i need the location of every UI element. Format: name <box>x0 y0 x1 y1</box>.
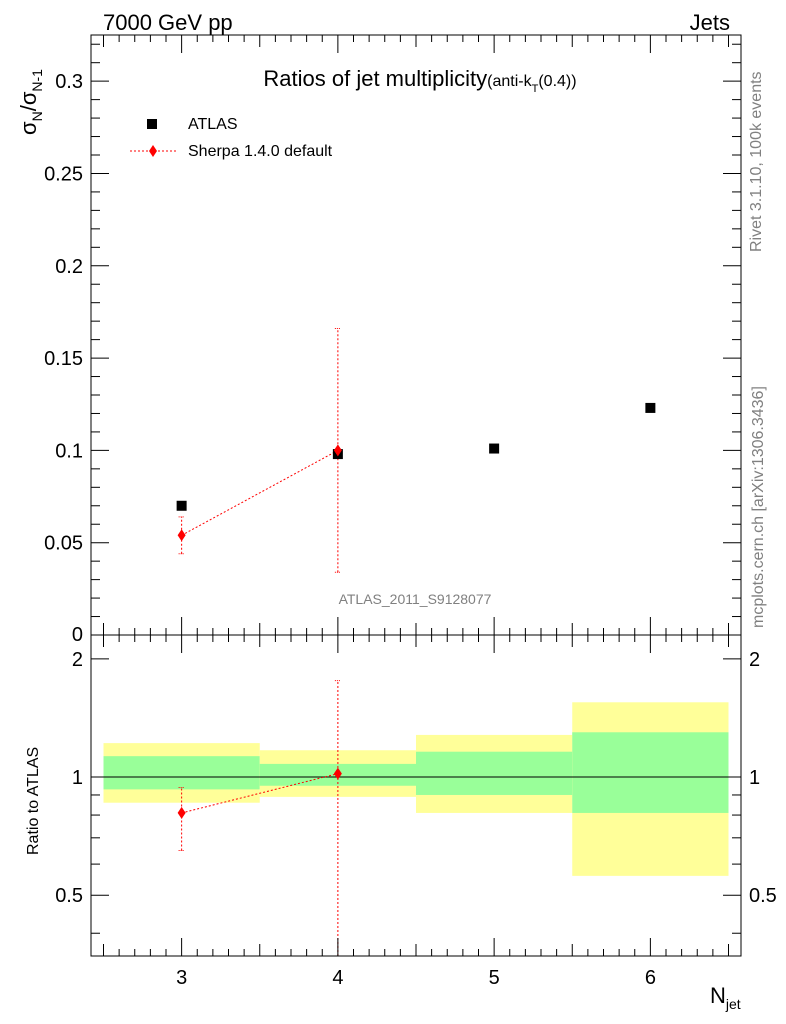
ratio-xtick-label: 5 <box>489 967 500 989</box>
ratio-ytick-label-right: 2 <box>749 649 760 671</box>
main-ylabel: σN/σN-1 <box>16 69 45 135</box>
sherpa-point <box>333 444 342 457</box>
atlas-point <box>489 443 500 454</box>
ratio-axes: 0.5 0.5 1 1 2 2 3 4 5 6 <box>55 635 777 989</box>
ylabel-sigma: σ <box>16 121 41 135</box>
ylabel-sub-n1: N-1 <box>29 69 45 92</box>
energy-label: 7000 GeV pp <box>103 10 233 35</box>
jets-label: Jets <box>690 10 730 35</box>
ratio-xtick-label: 3 <box>176 967 187 989</box>
ratio-xtick-label: 4 <box>332 967 343 989</box>
main-ytick-label: 0.2 <box>55 256 83 278</box>
ratio-ylabel: Ratio to ATLAS <box>25 747 42 855</box>
sherpa-point <box>177 529 186 542</box>
title-suffix: (anti-k <box>487 73 532 90</box>
atlas-point <box>645 402 656 413</box>
ratio-data-marks <box>177 680 342 956</box>
ratio-sherpa-point <box>177 806 186 819</box>
ratio-bands <box>91 702 741 876</box>
ylabel-sep: /σ <box>16 91 41 111</box>
main-ytick-label: 0.3 <box>55 71 83 93</box>
ratio-ytick-label-left: 0.5 <box>55 885 83 907</box>
main-title: Ratios of jet multiplicity(anti-kT(0.4)) <box>263 66 576 95</box>
xlabel-n: N <box>710 983 726 1008</box>
atlas-point <box>176 500 187 511</box>
ratio-xlabel: Njet <box>710 983 741 1012</box>
main-ytick-zero: 0 <box>72 624 83 646</box>
legend-atlas-label: ATLAS <box>188 116 238 133</box>
mcplots-label: mcplots.cern.ch [arXiv:1306.3436] <box>750 386 767 628</box>
rivet-label: Rivet 3.1.10, 100k events <box>748 71 765 252</box>
main-panel: Ratios of jet multiplicity(anti-kT(0.4))… <box>16 34 742 646</box>
title-text: Ratios of jet multiplicity <box>263 66 487 91</box>
ratio-band-inner <box>572 732 729 813</box>
ratio-ytick-label-right: 1 <box>749 767 760 789</box>
ratio-ytick-label-left: 2 <box>72 649 83 671</box>
main-ytick-label: 0.1 <box>55 440 83 462</box>
xlabel-sub: jet <box>725 996 741 1012</box>
ratio-sherpa-point <box>333 767 342 780</box>
watermark-label: ATLAS_2011_S9128077 <box>339 591 492 607</box>
title-end: (0.4)) <box>538 73 576 90</box>
main-ytick-label: 0.05 <box>44 533 83 555</box>
main-ytick-label: 0.15 <box>44 348 83 370</box>
ratio-ytick-label-right: 0.5 <box>749 885 777 907</box>
ratio-panel: 0.5 0.5 1 1 2 2 3 4 5 6 Ratio to ATLAS Njet <box>25 634 777 1012</box>
legend-sherpa-marker <box>149 145 157 157</box>
legend-atlas-marker <box>147 119 157 129</box>
ratio-frame <box>90 634 742 957</box>
ratio-ytick-label-left: 1 <box>72 767 83 789</box>
ylabel-sub-n: N <box>29 111 45 121</box>
main-axes: 0.05 0.1 0.15 0.2 0.25 0.3 0 <box>44 35 741 646</box>
title-sub: T <box>532 83 539 95</box>
main-data-marks <box>176 328 656 573</box>
sherpa-line <box>181 449 339 536</box>
ratio-band-inner <box>416 751 573 795</box>
ratio-xtick-label: 6 <box>645 967 656 989</box>
legend-sherpa-label: Sherpa 1.4.0 default <box>188 143 333 160</box>
ratio-band-inner <box>103 756 260 790</box>
main-ytick-label: 0.25 <box>44 163 83 185</box>
ratio-sherpa-line <box>181 773 338 814</box>
